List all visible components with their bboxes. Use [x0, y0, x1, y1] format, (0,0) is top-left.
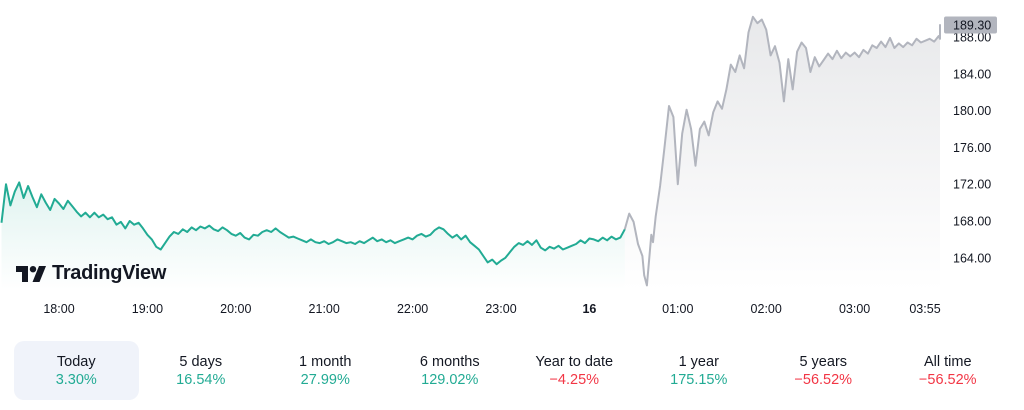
period-label: All time [923, 353, 972, 370]
x-tick-label: 03:00 [839, 302, 870, 316]
y-tick-label: 164.00 [953, 251, 991, 265]
period-all-time[interactable]: All time −56.52% [886, 341, 1011, 400]
period-today[interactable]: Today 3.30% [14, 341, 139, 400]
period-label: 5 years [799, 353, 848, 370]
tradingview-logo-icon [16, 265, 46, 282]
period-change: 27.99% [300, 371, 350, 388]
x-tick-label: 16 [582, 302, 596, 316]
x-tick-label: 23:00 [485, 302, 516, 316]
period-label: 1 year [678, 353, 719, 370]
y-tick-label: 172.00 [953, 178, 991, 192]
series-area-previous [1, 182, 625, 290]
tradingview-logo-text: TradingView [52, 262, 167, 284]
period-change: −4.25% [549, 371, 600, 388]
period-change: 3.30% [55, 371, 97, 388]
y-tick-label: 188.00 [953, 31, 991, 45]
period-change: −56.52% [918, 371, 977, 388]
series-line-current [623, 15, 941, 287]
x-tick-label: 01:00 [662, 302, 693, 316]
x-tick-label: 22:00 [397, 302, 428, 316]
x-tick-label: 20:00 [220, 302, 251, 316]
period-1-month[interactable]: 1 month 27.99% [263, 341, 388, 400]
y-tick-label: 168.00 [953, 215, 991, 229]
period-label: Today [56, 353, 96, 370]
period-change: 129.02% [421, 371, 479, 388]
last-price-label: 189.30 [953, 19, 991, 33]
period-change: 16.54% [176, 371, 226, 388]
period-1-year[interactable]: 1 year 175.15% [637, 341, 762, 400]
series-area-current [624, 16, 940, 291]
series-line-previous [0, 181, 626, 266]
period-label: Year to date [535, 353, 614, 370]
period-selector: Today 3.30% 5 days 16.54% 1 month 27.99%… [14, 341, 1010, 400]
period-5-years[interactable]: 5 years −56.52% [761, 341, 886, 400]
x-axis: 18:00 19:00 20:00 21:00 22:00 23:00 16 01:00 02:… [43, 302, 940, 316]
period-label: 1 month [299, 353, 352, 370]
x-tick-label: 21:00 [309, 302, 340, 316]
price-chart[interactable]: 164.00 168.00 172.00 176.00 180.00 184.00 188.… [0, 0, 1024, 330]
period-year-to-date[interactable]: Year to date −4.25% [512, 341, 637, 400]
period-label: 6 months [419, 353, 480, 370]
period-6-months[interactable]: 6 months 129.02% [388, 341, 513, 400]
y-tick-label: 176.00 [953, 141, 991, 155]
tradingview-logo[interactable]: TradingView [16, 262, 166, 285]
x-tick-label: 03:55 [909, 302, 940, 316]
y-tick-label: 180.00 [953, 104, 991, 118]
x-tick-label: 02:00 [751, 302, 782, 316]
x-tick-label: 18:00 [43, 302, 74, 316]
last-price-tag: 189.30 [944, 16, 997, 34]
period-change: −56.52% [794, 371, 853, 388]
x-tick-label: 19:00 [132, 302, 163, 316]
period-label: 5 days [179, 353, 223, 370]
period-change: 175.15% [670, 371, 728, 388]
y-tick-label: 184.00 [953, 67, 991, 81]
period-5-days[interactable]: 5 days 16.54% [139, 341, 264, 400]
y-axis: 164.00 168.00 172.00 176.00 180.00 184.00 188.… [953, 31, 991, 266]
